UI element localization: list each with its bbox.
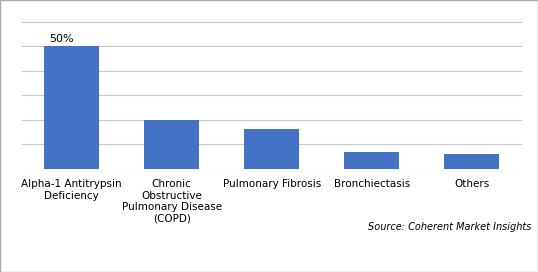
Bar [144, 120, 199, 169]
Bar [344, 152, 399, 169]
Bar [244, 129, 299, 169]
Text: 50%: 50% [49, 34, 74, 44]
Bar [444, 154, 499, 169]
Text: Source: Coherent Market Insights: Source: Coherent Market Insights [368, 222, 532, 233]
Bar [44, 46, 99, 169]
